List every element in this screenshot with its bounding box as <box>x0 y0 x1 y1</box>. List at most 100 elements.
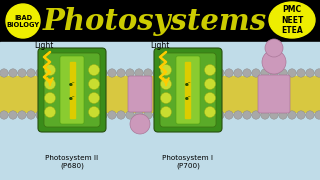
Circle shape <box>63 69 71 77</box>
Text: Light: Light <box>150 41 169 50</box>
Circle shape <box>89 78 100 89</box>
FancyBboxPatch shape <box>160 53 216 127</box>
Circle shape <box>270 111 278 119</box>
Text: e⁻: e⁻ <box>185 82 191 87</box>
Circle shape <box>261 69 269 77</box>
Circle shape <box>161 78 172 89</box>
Text: PMC
NEET
ETEA: PMC NEET ETEA <box>281 5 303 35</box>
Circle shape <box>90 69 98 77</box>
Circle shape <box>204 78 215 89</box>
Bar <box>0 0 320 42</box>
Circle shape <box>9 111 17 119</box>
Circle shape <box>108 69 116 77</box>
Circle shape <box>204 107 215 118</box>
Circle shape <box>0 69 8 77</box>
Circle shape <box>130 114 150 134</box>
Circle shape <box>54 69 62 77</box>
Circle shape <box>89 93 100 103</box>
Circle shape <box>6 4 40 38</box>
Circle shape <box>153 69 161 77</box>
Circle shape <box>90 111 98 119</box>
Circle shape <box>81 111 89 119</box>
Circle shape <box>108 111 116 119</box>
Circle shape <box>252 69 260 77</box>
Circle shape <box>216 69 224 77</box>
FancyBboxPatch shape <box>38 48 106 132</box>
Circle shape <box>126 69 134 77</box>
Circle shape <box>171 69 179 77</box>
Circle shape <box>189 111 197 119</box>
Circle shape <box>45 111 53 119</box>
Circle shape <box>243 69 251 77</box>
Circle shape <box>117 69 125 77</box>
Circle shape <box>18 69 26 77</box>
Circle shape <box>126 111 134 119</box>
Bar <box>69 62 75 118</box>
Circle shape <box>270 69 278 77</box>
Bar <box>186 62 190 118</box>
Circle shape <box>9 69 17 77</box>
Circle shape <box>18 111 26 119</box>
Circle shape <box>198 69 206 77</box>
Circle shape <box>89 64 100 75</box>
Circle shape <box>81 69 89 77</box>
Text: e⁻: e⁻ <box>69 82 75 87</box>
Circle shape <box>44 64 55 75</box>
FancyBboxPatch shape <box>60 56 84 124</box>
Ellipse shape <box>269 2 315 38</box>
Circle shape <box>279 69 287 77</box>
Circle shape <box>171 111 179 119</box>
Circle shape <box>204 64 215 75</box>
Circle shape <box>44 93 55 103</box>
Circle shape <box>135 111 143 119</box>
Circle shape <box>36 69 44 77</box>
Circle shape <box>216 111 224 119</box>
Text: e⁻: e⁻ <box>69 96 75 100</box>
Circle shape <box>44 78 55 89</box>
Circle shape <box>198 111 206 119</box>
Circle shape <box>99 111 107 119</box>
Text: Photosystems: Photosystems <box>43 6 267 35</box>
Circle shape <box>306 111 314 119</box>
Circle shape <box>72 69 80 77</box>
Circle shape <box>265 39 283 57</box>
Circle shape <box>207 111 215 119</box>
Circle shape <box>180 111 188 119</box>
Circle shape <box>261 111 269 119</box>
Circle shape <box>135 69 143 77</box>
Circle shape <box>225 69 233 77</box>
Circle shape <box>315 69 320 77</box>
Circle shape <box>45 69 53 77</box>
Circle shape <box>27 111 35 119</box>
Circle shape <box>161 93 172 103</box>
FancyBboxPatch shape <box>44 53 100 127</box>
Circle shape <box>44 107 55 118</box>
Circle shape <box>204 93 215 103</box>
FancyBboxPatch shape <box>176 56 200 124</box>
FancyBboxPatch shape <box>258 75 290 113</box>
Bar <box>0 42 320 180</box>
Circle shape <box>63 111 71 119</box>
Circle shape <box>144 69 152 77</box>
Circle shape <box>306 69 314 77</box>
Circle shape <box>161 64 172 75</box>
Circle shape <box>189 69 197 77</box>
FancyBboxPatch shape <box>154 48 222 132</box>
Circle shape <box>89 107 100 118</box>
Circle shape <box>162 111 170 119</box>
Circle shape <box>144 111 152 119</box>
Circle shape <box>72 111 80 119</box>
Circle shape <box>262 50 286 74</box>
Circle shape <box>153 111 161 119</box>
Text: Photosystem II
(P680): Photosystem II (P680) <box>45 155 99 169</box>
Circle shape <box>252 111 260 119</box>
Circle shape <box>36 111 44 119</box>
Circle shape <box>315 111 320 119</box>
Circle shape <box>234 69 242 77</box>
Circle shape <box>297 111 305 119</box>
Text: Photosystem I
(P700): Photosystem I (P700) <box>163 155 213 169</box>
Circle shape <box>288 69 296 77</box>
Circle shape <box>0 111 8 119</box>
Bar <box>0 76 320 112</box>
Circle shape <box>161 107 172 118</box>
